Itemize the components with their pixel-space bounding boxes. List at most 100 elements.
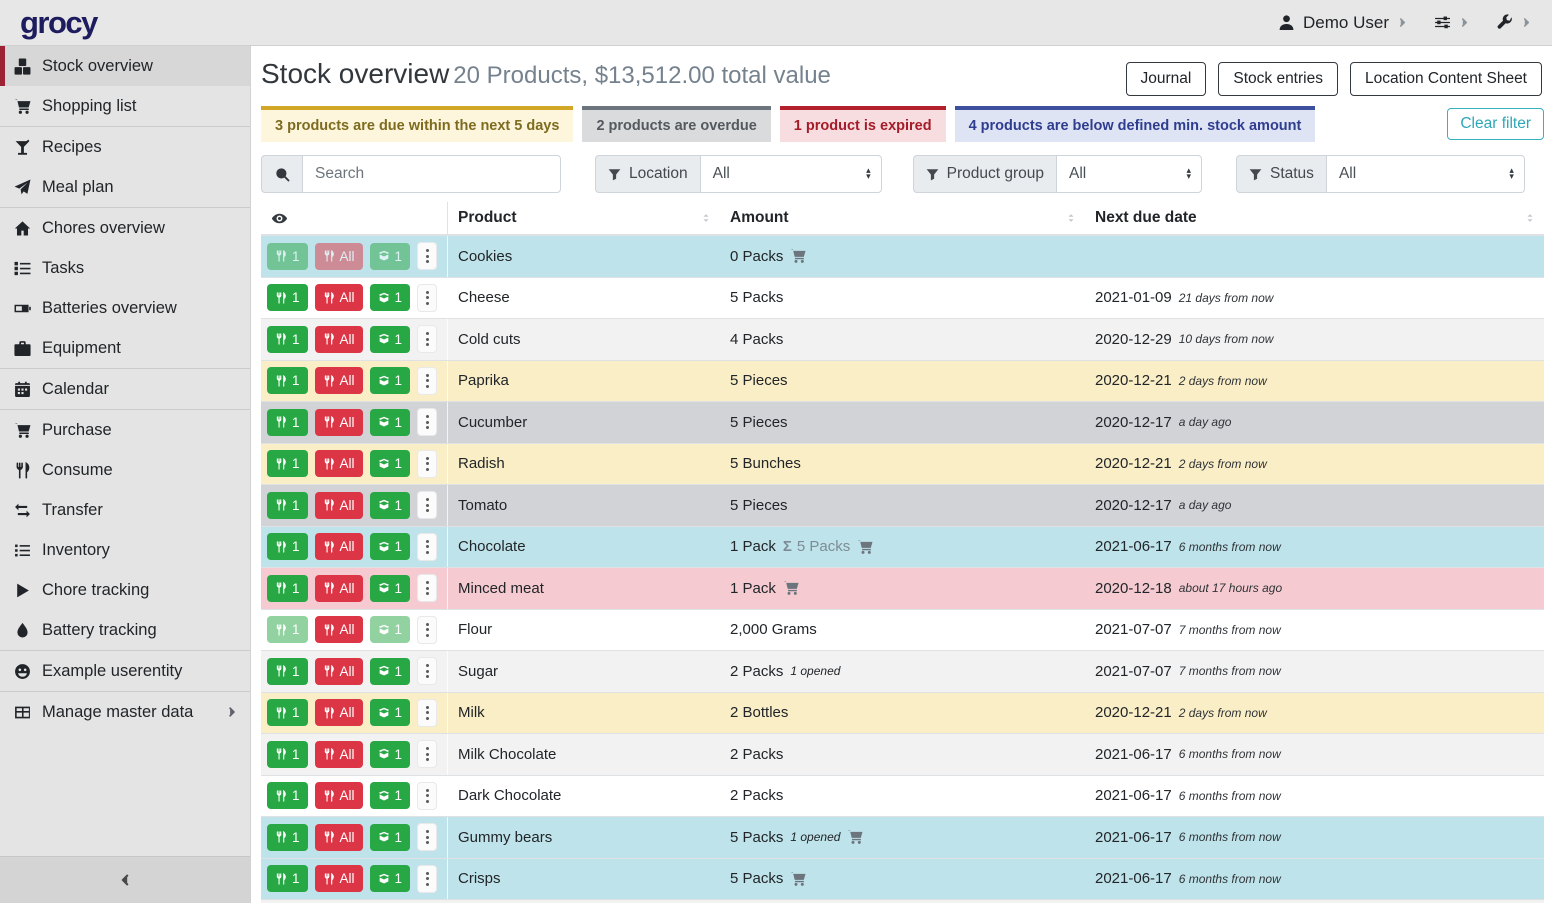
open-one-button[interactable]: 1 xyxy=(369,533,411,561)
consume-all-button[interactable]: All xyxy=(314,242,363,270)
user-menu[interactable]: Demo User xyxy=(1278,13,1408,33)
sidebar-item-battery-tracking[interactable]: Battery tracking xyxy=(0,610,250,650)
consume-all-button[interactable]: All xyxy=(314,408,363,436)
consume-one-button[interactable]: 1 xyxy=(267,450,308,478)
row-menu-button[interactable] xyxy=(417,491,437,520)
open-one-button[interactable]: 1 xyxy=(369,823,411,851)
sidebar-item-example-userentity[interactable]: Example userentity xyxy=(0,651,250,691)
consume-all-button[interactable]: All xyxy=(314,533,363,561)
stock-entries-button[interactable]: Stock entries xyxy=(1218,62,1338,96)
app-logo[interactable]: grocy xyxy=(20,4,98,40)
sidebar-collapse-button[interactable] xyxy=(0,856,250,903)
consume-all-button[interactable]: All xyxy=(314,450,363,478)
sidebar-item-manage-master-data[interactable]: Manage master data xyxy=(0,692,250,732)
search-input[interactable] xyxy=(302,155,561,193)
row-menu-button[interactable] xyxy=(417,574,437,603)
open-one-button[interactable]: 1 xyxy=(369,242,411,270)
open-one-button[interactable]: 1 xyxy=(369,284,411,312)
open-one-button[interactable]: 1 xyxy=(369,574,411,602)
consume-one-button[interactable]: 1 xyxy=(267,491,308,519)
consume-one-button[interactable]: 1 xyxy=(267,865,308,893)
consume-all-button[interactable]: All xyxy=(314,865,363,893)
settings-menu[interactable] xyxy=(1434,14,1470,31)
open-one-button[interactable]: 1 xyxy=(369,450,411,478)
status-filter-select[interactable]: All ▴ ▾ xyxy=(1325,155,1525,193)
sidebar-item-purchase[interactable]: Purchase xyxy=(0,410,250,450)
row-menu-button[interactable] xyxy=(417,698,437,727)
column-header-next-due-date[interactable]: Next due date xyxy=(1085,202,1544,234)
sidebar-item-inventory[interactable]: Inventory xyxy=(0,530,250,570)
consume-one-button[interactable]: 1 xyxy=(267,284,308,312)
sidebar-item-tasks[interactable]: Tasks xyxy=(0,248,250,288)
consume-all-button[interactable]: All xyxy=(314,367,363,395)
row-menu-button[interactable] xyxy=(417,408,437,437)
location-content-sheet-button[interactable]: Location Content Sheet xyxy=(1349,62,1542,96)
sidebar-item-calendar[interactable]: Calendar xyxy=(0,369,250,409)
consume-one-button[interactable]: 1 xyxy=(267,740,308,768)
row-menu-button[interactable] xyxy=(417,283,437,312)
consume-one-button[interactable]: 1 xyxy=(267,533,308,561)
consume-one-button[interactable]: 1 xyxy=(267,616,308,644)
product-group-filter-select[interactable]: All ▴ ▾ xyxy=(1055,155,1202,193)
open-one-button[interactable]: 1 xyxy=(369,699,411,727)
consume-all-button[interactable]: All xyxy=(314,284,363,312)
sidebar-item-recipes[interactable]: Recipes xyxy=(0,127,250,167)
consume-one-button[interactable]: 1 xyxy=(267,699,308,727)
row-menu-button[interactable] xyxy=(417,657,437,686)
open-one-button[interactable]: 1 xyxy=(369,367,411,395)
row-menu-button[interactable] xyxy=(417,366,437,395)
consume-one-button[interactable]: 1 xyxy=(267,408,308,436)
open-one-button[interactable]: 1 xyxy=(369,657,411,685)
row-menu-button[interactable] xyxy=(417,532,437,561)
consume-all-button[interactable]: All xyxy=(314,325,363,353)
consume-one-button[interactable]: 1 xyxy=(267,325,308,353)
row-menu-button[interactable] xyxy=(417,823,437,852)
consume-one-button[interactable]: 1 xyxy=(267,367,308,395)
consume-all-button[interactable]: All xyxy=(314,616,363,644)
open-one-button[interactable]: 1 xyxy=(369,408,411,436)
open-one-button[interactable]: 1 xyxy=(369,740,411,768)
alert-due-soon[interactable]: 3 products are due within the next 5 day… xyxy=(261,106,574,142)
sidebar-item-consume[interactable]: Consume xyxy=(0,450,250,490)
journal-button[interactable]: Journal xyxy=(1125,62,1207,96)
alert-below-min-stock[interactable]: 4 products are below defined min. stock … xyxy=(954,106,1316,142)
row-menu-button[interactable] xyxy=(417,449,437,478)
sidebar-item-stock-overview[interactable]: Stock overview xyxy=(0,46,250,86)
sidebar-item-batteries-overview[interactable]: Batteries overview xyxy=(0,288,250,328)
consume-one-button[interactable]: 1 xyxy=(267,657,308,685)
row-menu-button[interactable] xyxy=(417,740,437,769)
open-one-button[interactable]: 1 xyxy=(369,782,411,810)
sidebar-item-transfer[interactable]: Transfer xyxy=(0,490,250,530)
open-one-button[interactable]: 1 xyxy=(369,865,411,893)
open-one-button[interactable]: 1 xyxy=(369,616,411,644)
consume-one-button[interactable]: 1 xyxy=(267,574,308,602)
column-header-amount[interactable]: Amount xyxy=(720,202,1085,234)
sidebar-item-chore-tracking[interactable]: Chore tracking xyxy=(0,570,250,610)
open-one-button[interactable]: 1 xyxy=(369,325,411,353)
consume-one-button[interactable]: 1 xyxy=(267,823,308,851)
open-one-button[interactable]: 1 xyxy=(369,491,411,519)
consume-one-button[interactable]: 1 xyxy=(267,242,308,270)
consume-all-button[interactable]: All xyxy=(314,782,363,810)
consume-one-button[interactable]: 1 xyxy=(267,782,308,810)
admin-menu[interactable] xyxy=(1496,14,1532,31)
consume-all-button[interactable]: All xyxy=(314,740,363,768)
row-menu-button[interactable] xyxy=(417,325,437,354)
column-options[interactable] xyxy=(261,202,447,234)
sidebar-item-shopping-list[interactable]: Shopping list xyxy=(0,86,250,126)
consume-all-button[interactable]: All xyxy=(314,574,363,602)
row-menu-button[interactable] xyxy=(417,615,437,644)
consume-all-button[interactable]: All xyxy=(314,491,363,519)
row-menu-button[interactable] xyxy=(417,781,437,810)
location-filter-select[interactable]: All ▴ ▾ xyxy=(699,155,882,193)
sidebar-item-chores-overview[interactable]: Chores overview xyxy=(0,208,250,248)
row-menu-button[interactable] xyxy=(417,864,437,893)
sidebar-item-equipment[interactable]: Equipment xyxy=(0,328,250,368)
consume-all-button[interactable]: All xyxy=(314,823,363,851)
consume-all-button[interactable]: All xyxy=(314,699,363,727)
row-menu-button[interactable] xyxy=(417,242,437,271)
alert-expired[interactable]: 1 product is expired xyxy=(779,106,946,142)
column-header-product[interactable]: Product xyxy=(447,202,720,234)
alert-overdue[interactable]: 2 products are overdue xyxy=(582,106,771,142)
consume-all-button[interactable]: All xyxy=(314,657,363,685)
